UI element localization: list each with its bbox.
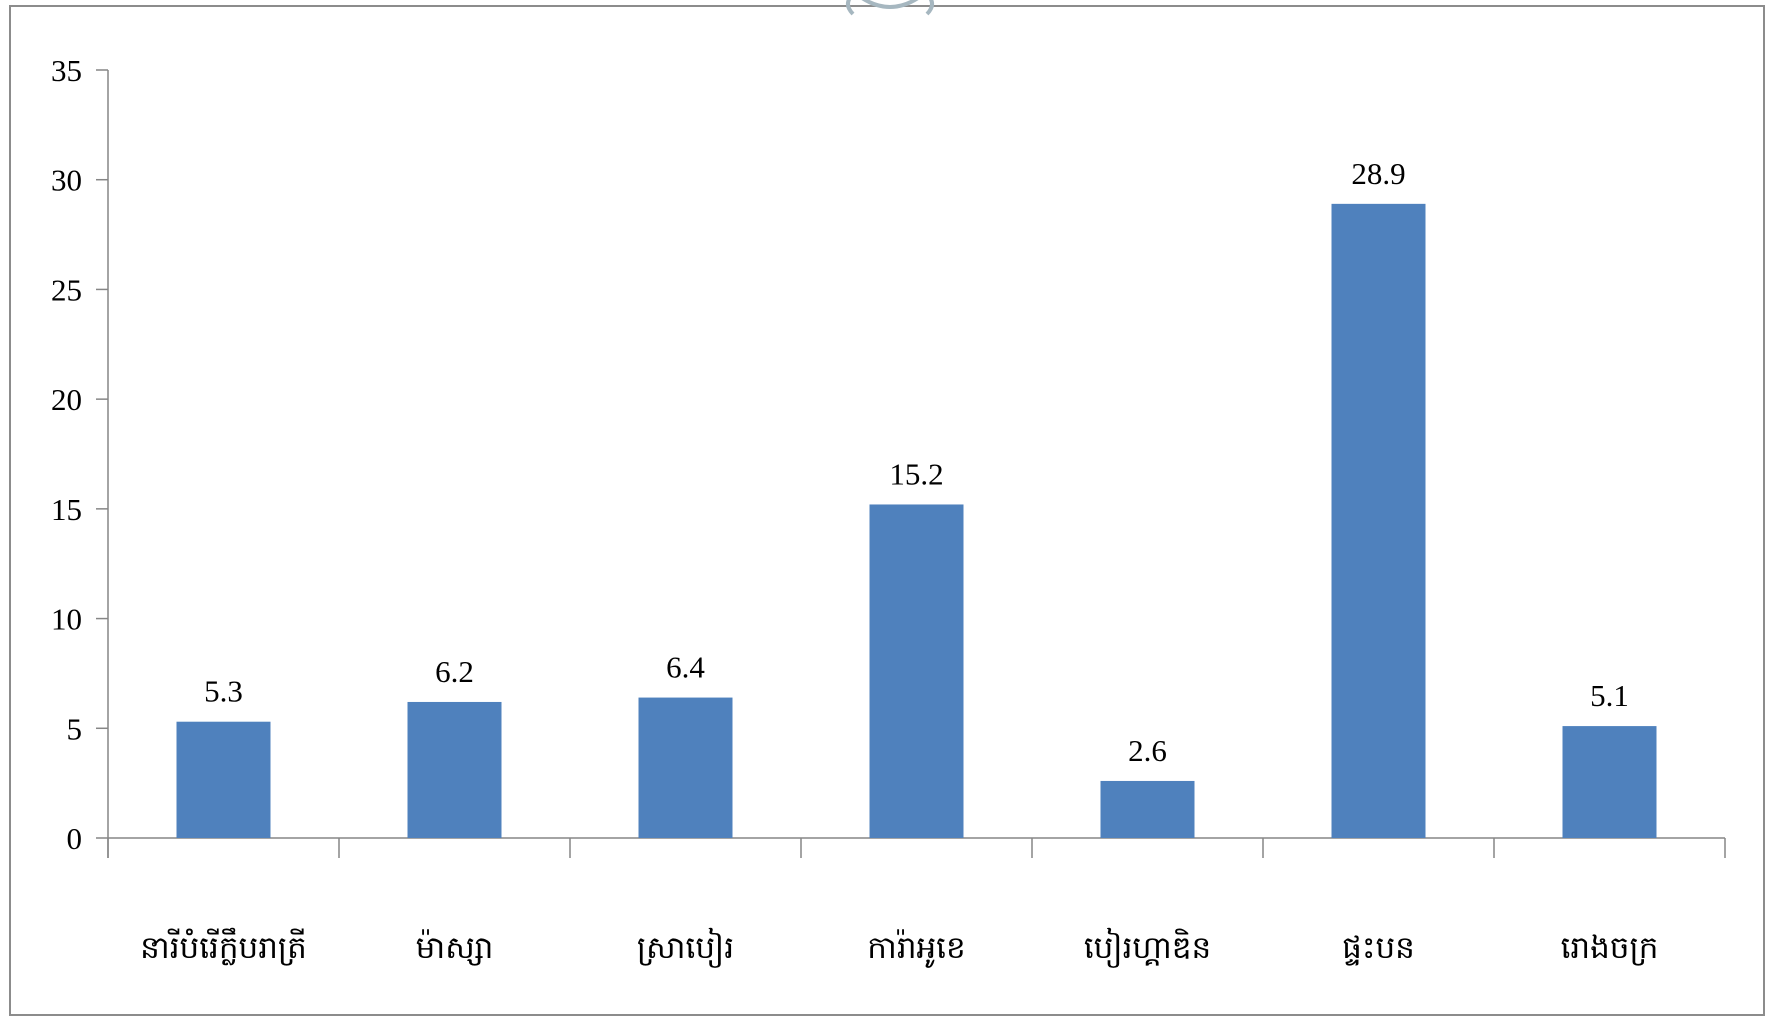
y-tick-label: 20 (51, 382, 82, 417)
data-label: 15.2 (889, 456, 943, 491)
x-tick-label: ផ្ទះបន (1342, 930, 1415, 966)
x-tick-label: រោងចក្រ (1561, 930, 1659, 966)
labels: 0 5 10 15 20 25 30 35 5.3 នារីបំរើក្លឹបរាត្រី 6.2 ម… (51, 53, 1658, 968)
y-tick-label: 5 (67, 711, 83, 746)
bar (638, 697, 733, 838)
x-tick-label: បៀរហ្គាឌិន (1084, 927, 1211, 968)
bar (1562, 726, 1657, 838)
bars (176, 203, 1657, 838)
data-label: 6.4 (666, 650, 705, 685)
y-tick-label: 15 (51, 492, 82, 527)
x-tick-label: នារីបំរើក្លឹបរាត្រី (140, 927, 307, 966)
bar (407, 701, 502, 838)
data-label: 5.3 (204, 674, 243, 709)
data-label: 5.1 (1590, 678, 1629, 713)
ornament-icon (861, 0, 919, 9)
data-label: 2.6 (1128, 733, 1167, 768)
y-tick-label: 30 (51, 163, 82, 198)
data-label: 28.9 (1351, 156, 1405, 191)
bar (1331, 203, 1426, 838)
x-tick-label: ម៉ាស្សា (416, 929, 494, 966)
bar (869, 504, 964, 838)
x-tick-label: ស្រាបៀរ (637, 927, 734, 968)
ornament-icon (846, 0, 855, 16)
bar (176, 721, 271, 838)
y-tick-label: 35 (51, 53, 82, 88)
y-tick-label: 25 (51, 272, 82, 307)
x-tick-label: ការ៉ាអូខេ (867, 929, 965, 968)
y-tick-label: 0 (67, 821, 83, 856)
bar (1100, 780, 1195, 838)
y-tick-label: 10 (51, 602, 82, 637)
data-label: 6.2 (435, 654, 474, 689)
ornament-icon (925, 0, 934, 16)
